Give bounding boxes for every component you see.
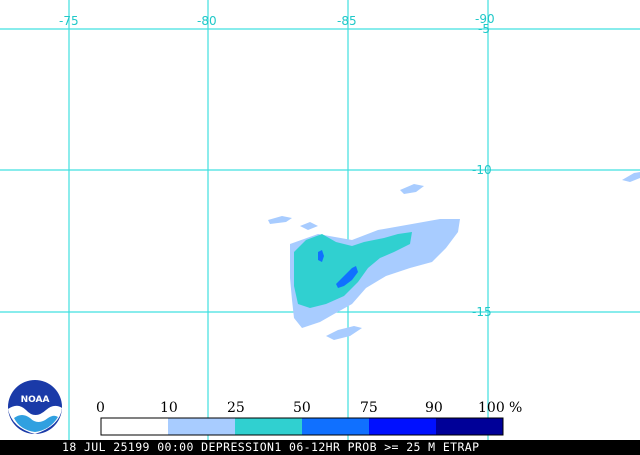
legend-value-100: 100 [478,400,505,416]
footer-caption: 18 JUL 25199 00:00 DEPRESSION1 06-12HR P… [62,440,480,454]
probability-band-50-75 [318,250,358,288]
legend-value-90: 90 [425,400,443,416]
legend-border [100,417,504,436]
legend-swatch [302,418,369,435]
legend-value-10: 10 [160,400,178,416]
legend-swatch [168,418,235,435]
noaa-logo-text: NOAA [21,395,50,405]
legend-swatch [235,418,302,435]
longitude-label: -85 [337,14,357,28]
legend-value-75: 75 [360,400,378,416]
longitude-label: -80 [197,14,217,28]
legend-value-50: 50 [293,400,311,416]
legend-swatch [369,418,436,435]
footer-bar: 18 JUL 25199 00:00 DEPRESSION1 06-12HR P… [0,440,640,455]
latitude-label: -10 [472,163,492,177]
latitude-label: -15 [472,305,492,319]
latitude-label: -5 [478,22,490,36]
legend-swatch [101,418,168,435]
longitude-label: -90 [475,12,495,26]
legend-swatch [436,418,503,435]
legend-color-bar [100,417,504,436]
legend-value-0: 0 [96,400,105,416]
longitude-label: -75 [59,14,79,28]
legend-unit: % [509,400,523,416]
noaa-logo: NOAA [5,377,65,437]
legend-value-25: 25 [227,400,245,416]
